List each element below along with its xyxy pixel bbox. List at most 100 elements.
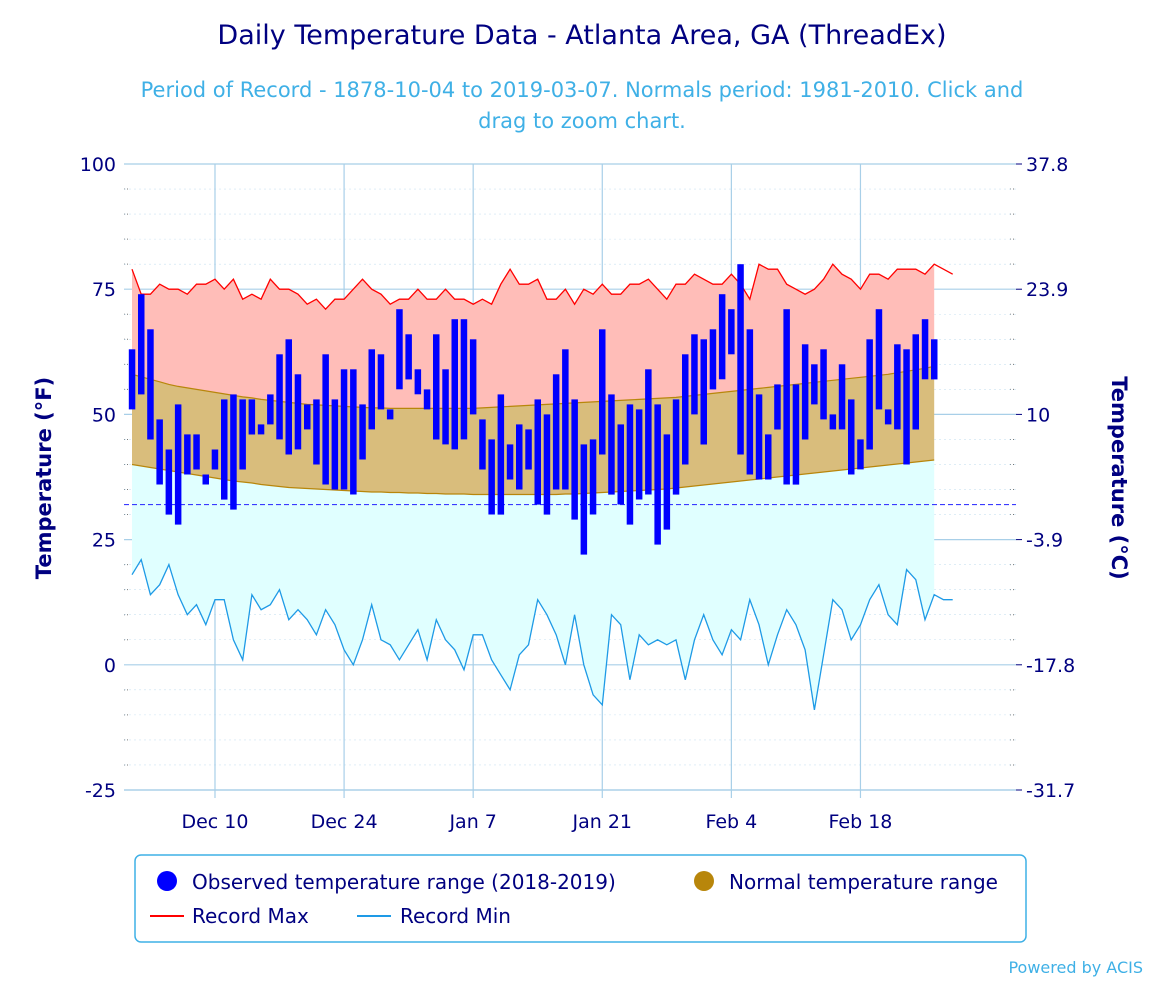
observed-bar[interactable] (184, 434, 191, 475)
observed-bar[interactable] (811, 364, 818, 405)
observed-bar[interactable] (663, 434, 671, 530)
observed-bar[interactable] (838, 364, 846, 430)
observed-bar[interactable] (396, 309, 403, 390)
observed-bar[interactable] (359, 404, 366, 460)
observed-bar[interactable] (718, 294, 726, 380)
observed-bar[interactable] (580, 444, 588, 555)
observed-bars[interactable] (128, 264, 938, 555)
observed-bar[interactable] (368, 349, 376, 430)
observed-bar[interactable] (174, 404, 182, 525)
observed-bar[interactable] (414, 369, 422, 395)
observed-bar[interactable] (931, 339, 938, 380)
observed-bar[interactable] (313, 399, 320, 465)
observed-bar[interactable] (497, 394, 505, 515)
observed-bar[interactable] (599, 329, 606, 455)
observed-bar[interactable] (294, 374, 302, 450)
observed-bar[interactable] (488, 439, 495, 515)
observed-bar[interactable] (211, 449, 219, 470)
observed-bar[interactable] (377, 354, 385, 410)
observed-bar[interactable] (165, 449, 173, 515)
observed-bar[interactable] (709, 329, 717, 390)
observed-bar[interactable] (340, 369, 348, 490)
observed-bar[interactable] (156, 419, 163, 485)
observed-bar[interactable] (691, 334, 698, 415)
observed-bar[interactable] (894, 344, 901, 430)
observed-bar[interactable] (589, 439, 597, 515)
observed-bar[interactable] (230, 394, 237, 510)
observed-bar[interactable] (700, 339, 708, 445)
observed-bar[interactable] (350, 369, 357, 495)
observed-bar[interactable] (221, 399, 228, 500)
observed-bar[interactable] (774, 384, 781, 430)
observed-bar[interactable] (442, 369, 449, 445)
observed-bar[interactable] (820, 349, 827, 420)
observed-bar[interactable] (386, 409, 394, 420)
axes: 100 37.8 75 23.9 50 10 25 -3.9 0 -17.8 -25 -31.7 Dec… (80, 154, 1075, 833)
observed-bar[interactable] (322, 354, 329, 485)
observed-bar[interactable] (746, 329, 754, 475)
observed-bar[interactable] (875, 309, 883, 410)
observed-bar[interactable] (682, 354, 689, 465)
observed-bar[interactable] (783, 309, 790, 485)
observed-bar[interactable] (903, 349, 910, 465)
record-max-area (132, 264, 935, 409)
observed-bar[interactable] (737, 264, 744, 455)
observed-bar[interactable] (516, 424, 523, 490)
observed-bar[interactable] (829, 414, 837, 430)
observed-bar[interactable] (884, 409, 892, 425)
observed-bar[interactable] (138, 294, 145, 395)
observed-bar[interactable] (423, 389, 431, 410)
legend-item-normal[interactable]: Normal temperature range (694, 870, 998, 894)
legend-item-record-max[interactable]: Record Max (150, 904, 309, 928)
legend-item-observed[interactable]: Observed temperature range (2018-2019) (157, 870, 616, 894)
observed-bar[interactable] (645, 369, 652, 495)
observed-bar[interactable] (460, 319, 468, 440)
observed-bar[interactable] (239, 399, 246, 470)
observed-bar[interactable] (635, 409, 643, 500)
x-tick-label: Jan 7 (448, 811, 496, 833)
observed-bar[interactable] (405, 334, 412, 380)
observed-bar[interactable] (626, 404, 634, 525)
observed-bar[interactable] (654, 404, 661, 545)
observed-bar[interactable] (285, 339, 293, 455)
observed-bar[interactable] (248, 399, 256, 435)
observed-bar[interactable] (433, 334, 440, 440)
observed-bar[interactable] (608, 394, 615, 495)
observed-bar[interactable] (792, 384, 800, 485)
observed-bar[interactable] (451, 319, 459, 450)
observed-bar[interactable] (202, 474, 210, 485)
observed-bar[interactable] (571, 399, 578, 520)
x-tick-label: Dec 24 (311, 811, 378, 833)
observed-bar[interactable] (257, 424, 265, 435)
observed-bar[interactable] (728, 309, 735, 355)
observed-bar[interactable] (765, 434, 772, 480)
observed-bar[interactable] (276, 354, 283, 440)
observed-bar[interactable] (912, 334, 920, 430)
observed-bar[interactable] (193, 434, 200, 470)
observed-bar[interactable] (543, 414, 551, 515)
observed-bar[interactable] (506, 444, 514, 480)
observed-bar[interactable] (479, 419, 486, 470)
observed-bar[interactable] (672, 399, 680, 495)
observed-bar[interactable] (552, 374, 560, 490)
observed-bar[interactable] (866, 339, 873, 450)
observed-bar[interactable] (525, 429, 532, 470)
observed-bar[interactable] (534, 399, 542, 505)
credits-link[interactable]: Powered by ACIS (1008, 958, 1143, 977)
observed-bar[interactable] (304, 404, 311, 430)
legend-item-record-min[interactable]: Record Min (357, 904, 511, 928)
observed-bar[interactable] (331, 399, 339, 490)
observed-bar[interactable] (562, 349, 569, 490)
observed-bar[interactable] (267, 394, 274, 425)
observed-bar[interactable] (921, 319, 929, 380)
observed-bar[interactable] (801, 344, 809, 440)
observed-bar[interactable] (617, 424, 625, 505)
observed-bar[interactable] (469, 339, 477, 415)
observed-bar[interactable] (128, 349, 136, 410)
legend[interactable]: Observed temperature range (2018-2019) N… (134, 854, 1027, 943)
observed-bar[interactable] (147, 329, 154, 440)
observed-bar[interactable] (755, 394, 763, 480)
observed-bar[interactable] (848, 399, 855, 475)
observed-bar[interactable] (857, 439, 864, 470)
